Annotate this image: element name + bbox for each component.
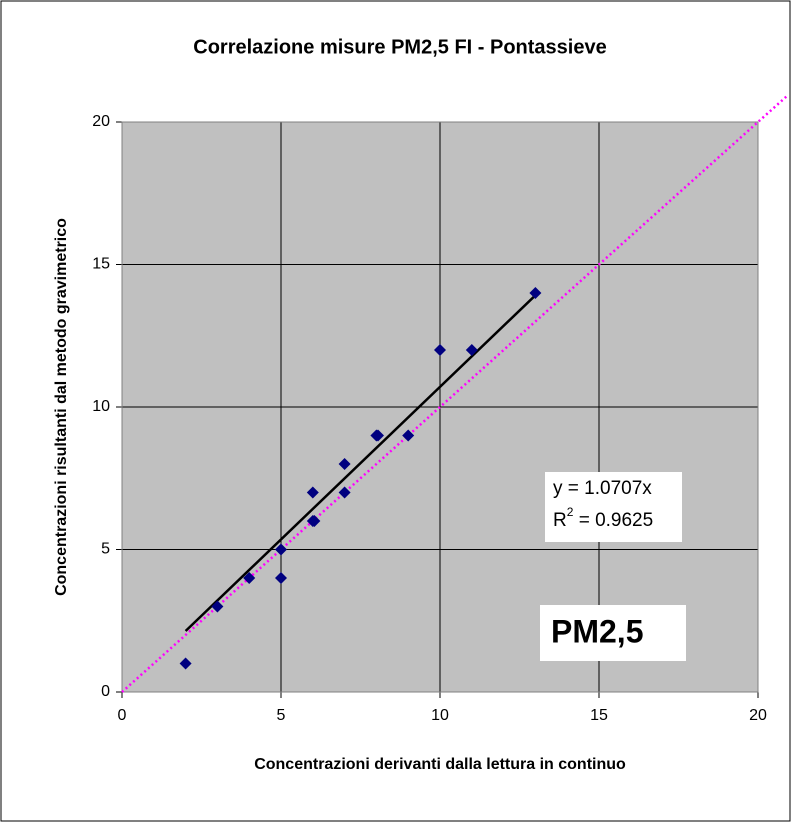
x-tick-label: 5: [277, 707, 286, 724]
annotation-box: [540, 605, 686, 661]
data-point: [338, 458, 351, 470]
plot-border: [121, 121, 759, 693]
data-point: [243, 572, 256, 584]
x-axis-label: Concentrazioni derivanti dalla lettura i…: [254, 756, 626, 773]
r2-prefix: R: [553, 510, 567, 531]
equation-box: [545, 472, 682, 542]
data-point: [275, 543, 287, 556]
x-tick-label: 15: [590, 707, 608, 724]
y-tick-label: 5: [101, 541, 110, 558]
chart-title: Correlazione misure PM2,5 FI - Pontassie…: [193, 36, 606, 58]
x-tick-label: 20: [749, 707, 767, 724]
plot-area: 0 5 10 15 20 0 5 10 15 20: [92, 94, 789, 724]
data-point: [308, 515, 321, 527]
annotations: y = 1.0707x R2 = 0.9625 PM2,5: [540, 472, 686, 661]
y-tick-label: 15: [92, 256, 110, 273]
trendline: [184, 294, 537, 632]
data-point: [338, 486, 351, 499]
data-point: [434, 344, 446, 356]
y-tick-label: 0: [101, 683, 110, 700]
data-point: [371, 429, 384, 442]
data-point: [402, 429, 415, 442]
marks: [179, 287, 542, 670]
data-point: [275, 572, 287, 584]
data-point: [211, 600, 224, 613]
r-squared: R2 = 0.9625: [553, 505, 653, 531]
annotation: PM2,5: [551, 613, 643, 649]
y-axis-label: Concentrazioni risultanti dal metodo gra…: [53, 218, 70, 596]
data-point: [306, 486, 319, 499]
r2-rest: = 0.9625: [573, 510, 653, 531]
data-point: [179, 657, 192, 670]
x-tick-label: 10: [431, 707, 449, 724]
trend-equation: y = 1.0707x: [553, 478, 652, 499]
data-point: [529, 287, 542, 299]
y-tick-label: 20: [92, 113, 110, 130]
y-tick-label: 10: [92, 398, 110, 415]
r2-sup: 2: [567, 505, 574, 519]
x-tick-label: 0: [118, 707, 127, 724]
reference-line: [121, 94, 789, 693]
data-point: [465, 344, 478, 356]
